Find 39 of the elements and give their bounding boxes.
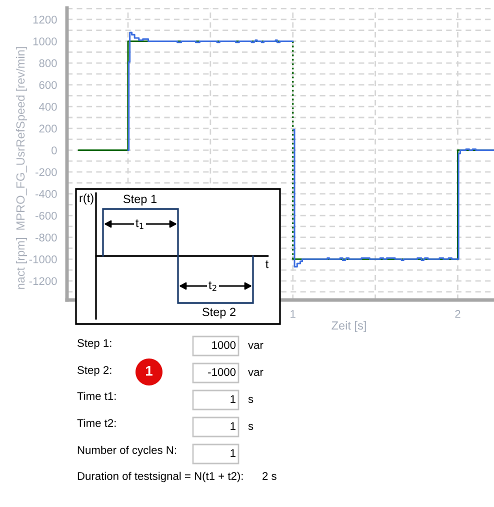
- text: -1000: [208, 368, 236, 376]
- y-tick-label: -600: [36, 212, 57, 220]
- y-tick-label: -800: [36, 234, 57, 242]
- y-tick-label: -400: [36, 190, 57, 198]
- y-tick-label: 400: [38, 102, 57, 111]
- text: 1: [230, 422, 236, 430]
- text: 1: [230, 395, 236, 403]
- text: Step 1:: [78, 339, 112, 350]
- y-tick-label: 200: [39, 124, 57, 133]
- annotation: t$_{2}$: [208, 281, 216, 291]
- y-tick-label: -1200: [29, 277, 57, 286]
- annotation: t: [266, 260, 269, 268]
- y-tick-label: -1000: [29, 255, 57, 264]
- text: Time t2:: [77, 418, 116, 427]
- text: Time t1:: [77, 392, 116, 400]
- y-tick-label: 800: [39, 59, 57, 68]
- y-tick-label: 600: [39, 81, 57, 89]
- annotation: t$_{1}$: [136, 219, 144, 229]
- y-axis-title: nact [rpm] MPRO_FG_UsrRefSpeed [rev/min]: [16, 47, 27, 289]
- text: 1000: [212, 341, 236, 349]
- text: 1: [146, 366, 152, 376]
- x-axis-title: Zeit [s]: [332, 321, 366, 332]
- text: var: [248, 342, 264, 349]
- text: s: [248, 424, 254, 430]
- y-tick-label: 1200: [33, 16, 57, 24]
- annotation: Step 1: [123, 194, 156, 206]
- y-tick-label: 1000: [33, 38, 57, 46]
- y-tick-label: -200: [36, 168, 57, 176]
- text: 2 s: [262, 472, 276, 480]
- x-tick-label: 2: [455, 310, 460, 318]
- annotation: r(t): [80, 193, 94, 204]
- text: Step 2: [202, 308, 236, 318]
- text: var: [248, 370, 264, 376]
- text: Duration of testsignal = N(t1 + t2):: [78, 472, 243, 482]
- text: s: [248, 396, 254, 403]
- text: Number of cycles N:: [78, 446, 176, 456]
- text: Step 2:: [78, 366, 112, 376]
- y-tick-label: 0: [52, 146, 57, 154]
- text: 1: [230, 449, 236, 457]
